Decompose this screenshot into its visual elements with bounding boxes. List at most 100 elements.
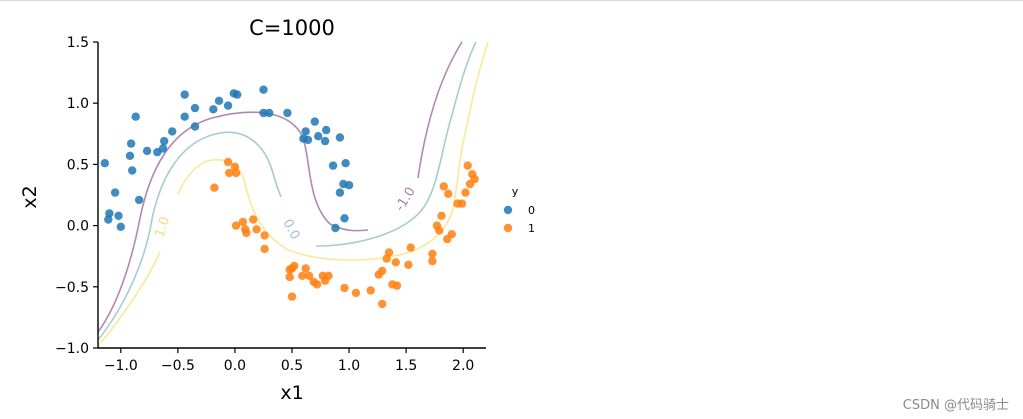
point-class-1-50: [461, 188, 470, 197]
point-class-0-34: [320, 136, 330, 146]
y-tick-label-3: 0.5: [67, 157, 89, 173]
point-class-0-17: [180, 90, 189, 99]
point-class-1-19: [301, 264, 310, 273]
point-class-1-10: [252, 225, 261, 234]
y-tick-label-5: 1.5: [67, 35, 89, 51]
point-class-0-5: [116, 222, 126, 231]
legend-marker-1: [503, 223, 513, 233]
point-class-1-36: [392, 281, 402, 290]
point-class-0-18: [190, 103, 200, 113]
x-axis-label: x1: [280, 382, 303, 404]
y-tick-label-0: −1.0: [55, 341, 89, 357]
point-class-0-30: [301, 127, 310, 136]
point-class-1-0: [210, 183, 219, 192]
point-class-1-47: [444, 189, 453, 198]
point-class-1-27: [351, 288, 361, 298]
point-class-0-4: [114, 211, 123, 220]
point-class-1-25: [324, 271, 333, 280]
contour-line-minus-1: [97, 111, 369, 333]
y-tick-label-4: 1.0: [67, 96, 89, 112]
point-class-1-31: [378, 299, 387, 309]
point-class-0-32: [310, 117, 319, 126]
point-class-1-26: [340, 283, 349, 293]
x-tick-label-0: −1.0: [104, 358, 138, 374]
top-divider: [0, 0, 1023, 1]
point-class-0-42: [340, 214, 349, 223]
point-class-0-8: [128, 166, 137, 175]
chart-title: C=1000: [249, 16, 335, 40]
point-class-0-31: [303, 135, 313, 145]
point-class-0-15: [168, 127, 177, 136]
point-class-1-12: [260, 244, 269, 254]
point-class-0-10: [134, 195, 144, 205]
point-class-0-9: [131, 112, 140, 121]
x-tick-label-1: −0.5: [161, 358, 195, 374]
legend-title: y: [512, 185, 519, 198]
point-class-1-49: [457, 199, 467, 208]
point-class-0-20: [209, 105, 218, 114]
point-class-1-11: [260, 231, 269, 240]
point-class-0-25: [259, 85, 268, 94]
point-class-1-20: [304, 271, 314, 280]
point-class-1-40: [428, 256, 437, 266]
point-class-0-16: [180, 112, 189, 121]
point-class-1-9: [249, 215, 258, 224]
point-class-1-22: [312, 280, 322, 289]
legend-marker-0: [503, 205, 513, 215]
point-class-0-24: [233, 90, 242, 99]
scatter-points: [100, 85, 479, 309]
point-class-0-13: [158, 144, 168, 153]
y-tick-label-2: 0.0: [67, 219, 89, 235]
x-tick-label-2: 0.0: [224, 358, 246, 374]
contour-label-1: 1.0: [153, 215, 174, 239]
point-class-0-33: [314, 132, 323, 141]
point-class-0-35: [322, 125, 331, 135]
point-class-1-38: [406, 243, 415, 252]
y-tick-label-1: −0.5: [55, 280, 89, 296]
point-class-1-39: [428, 249, 437, 258]
point-class-0-0: [100, 159, 110, 168]
x-tick-label-4: 1.0: [338, 358, 360, 374]
point-class-1-5: [231, 221, 241, 230]
point-class-0-14: [160, 136, 169, 146]
point-class-0-37: [335, 133, 345, 142]
point-class-1-35: [391, 258, 400, 267]
point-class-0-43: [331, 223, 340, 233]
point-class-1-4: [231, 168, 241, 178]
point-class-0-11: [142, 146, 152, 156]
x-ticks: −1.0 −0.5 0.0 0.5 1.0 1.5 2.0: [104, 348, 474, 374]
point-class-0-6: [125, 151, 135, 160]
contour-line-minus-1-right: [417, 41, 463, 179]
point-class-1-1: [223, 157, 233, 167]
point-class-1-42: [435, 226, 444, 235]
contour-label-0: 0.0: [279, 217, 302, 242]
point-class-0-38: [335, 188, 345, 197]
point-class-1-46: [439, 182, 448, 191]
point-class-1-33: [384, 248, 394, 257]
contour-label-minus-1: -1.0: [393, 185, 419, 214]
point-class-0-41: [344, 181, 354, 190]
x-tick-label-3: 0.5: [281, 358, 303, 374]
point-class-1-45: [447, 230, 456, 239]
point-class-0-19: [190, 122, 200, 131]
point-class-0-27: [265, 108, 274, 118]
x-tick-label-6: 2.0: [452, 358, 474, 374]
point-class-0-40: [341, 159, 350, 168]
point-class-1-6: [238, 217, 248, 227]
point-class-1-8: [242, 228, 251, 238]
y-axis-label: x2: [19, 185, 41, 208]
x-tick-label-5: 1.5: [395, 358, 417, 374]
point-class-0-22: [223, 101, 233, 110]
point-class-0-3: [104, 215, 113, 224]
contour-line-0-right: [315, 41, 477, 247]
point-class-1-16: [285, 272, 294, 282]
point-class-1-54: [468, 170, 477, 179]
point-class-0-1: [110, 188, 120, 197]
contour-line-0: [97, 131, 282, 341]
point-class-1-18: [298, 271, 307, 280]
point-class-0-21: [214, 96, 224, 106]
point-class-0-28: [283, 108, 292, 118]
contour-line-1: [97, 251, 161, 347]
legend-label-1: 1: [528, 222, 535, 235]
